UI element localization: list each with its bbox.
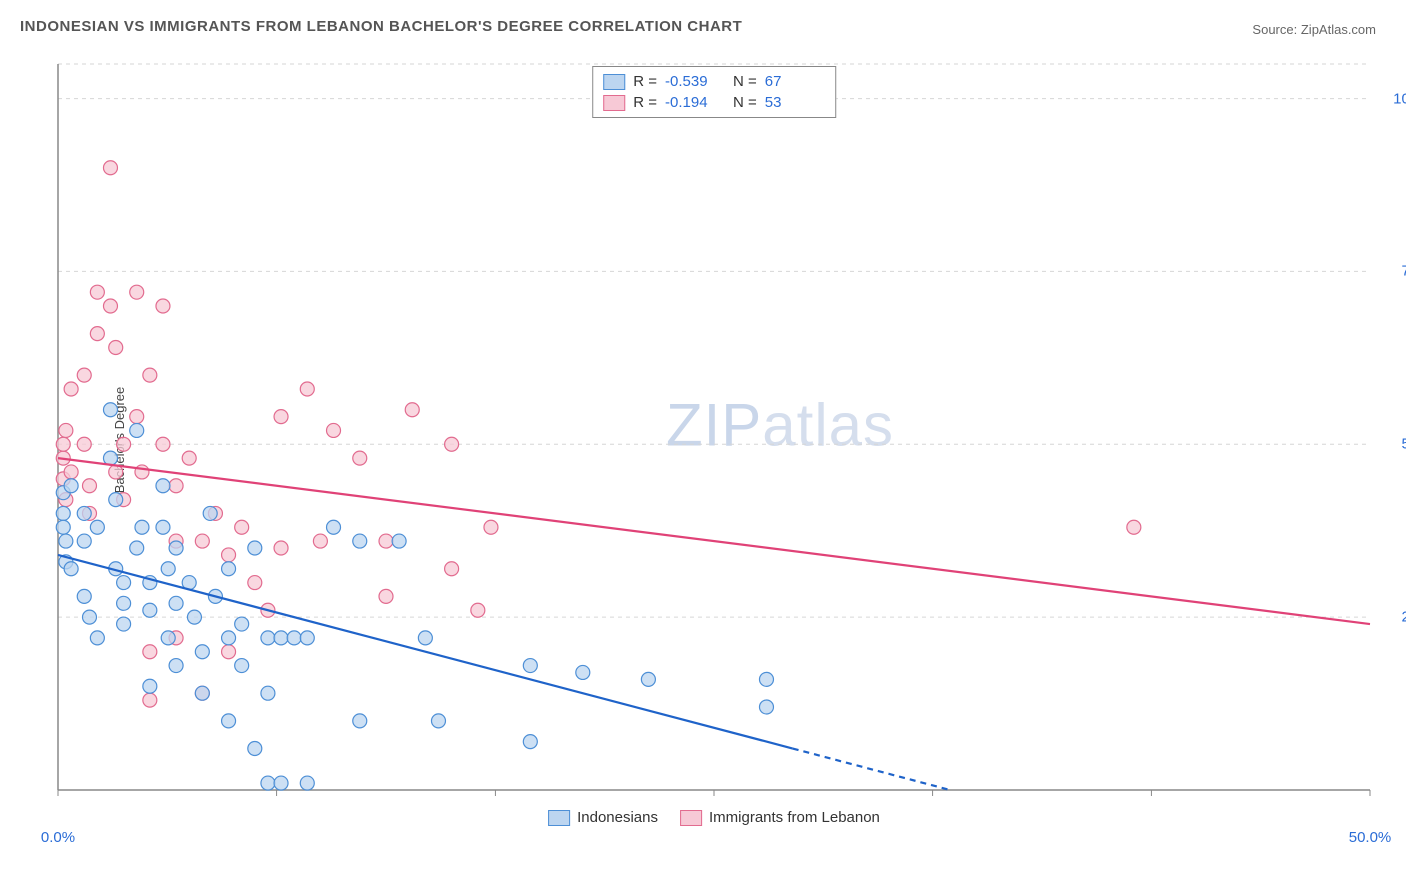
y-tick-label: 25.0% bbox=[1401, 609, 1406, 626]
n-label: N = bbox=[733, 73, 757, 90]
x-tick-label: 0.0% bbox=[41, 829, 75, 846]
y-tick-label: 50.0% bbox=[1401, 436, 1406, 453]
swatch-indonesians bbox=[603, 74, 625, 90]
r-value-indonesians: -0.539 bbox=[665, 73, 725, 90]
x-tick-label: 50.0% bbox=[1349, 829, 1392, 846]
source-label: Source: bbox=[1252, 22, 1297, 37]
legend-label-lebanon: Immigrants from Lebanon bbox=[709, 809, 880, 826]
r-label: R = bbox=[633, 94, 657, 111]
n-label: N = bbox=[733, 94, 757, 111]
r-label: R = bbox=[633, 73, 657, 90]
n-value-indonesians: 67 bbox=[765, 73, 825, 90]
swatch-indonesians-b bbox=[548, 810, 570, 826]
legend-item-indonesians: Indonesians bbox=[548, 809, 658, 826]
y-tick-label: 100.0% bbox=[1393, 90, 1406, 107]
swatch-lebanon-b bbox=[680, 810, 702, 826]
stats-row-lebanon: R = -0.194 N = 53 bbox=[603, 92, 825, 113]
y-tick-label: 75.0% bbox=[1401, 263, 1406, 280]
n-value-lebanon: 53 bbox=[765, 94, 825, 111]
scatter-plot: Bachelor's Degree ZIPatlas R = -0.539 N … bbox=[54, 60, 1374, 820]
series-legend: Indonesians Immigrants from Lebanon bbox=[548, 809, 880, 826]
source-name: ZipAtlas.com bbox=[1301, 22, 1376, 37]
legend-item-lebanon: Immigrants from Lebanon bbox=[680, 809, 880, 826]
stats-row-indonesians: R = -0.539 N = 67 bbox=[603, 71, 825, 92]
stats-legend: R = -0.539 N = 67 R = -0.194 N = 53 bbox=[592, 66, 836, 118]
source-attribution: Source: ZipAtlas.com bbox=[1252, 22, 1376, 37]
chart-canvas bbox=[54, 60, 1374, 820]
legend-label-indonesians: Indonesians bbox=[577, 809, 658, 826]
swatch-lebanon bbox=[603, 95, 625, 111]
r-value-lebanon: -0.194 bbox=[665, 94, 725, 111]
chart-title: INDONESIAN VS IMMIGRANTS FROM LEBANON BA… bbox=[20, 18, 742, 35]
